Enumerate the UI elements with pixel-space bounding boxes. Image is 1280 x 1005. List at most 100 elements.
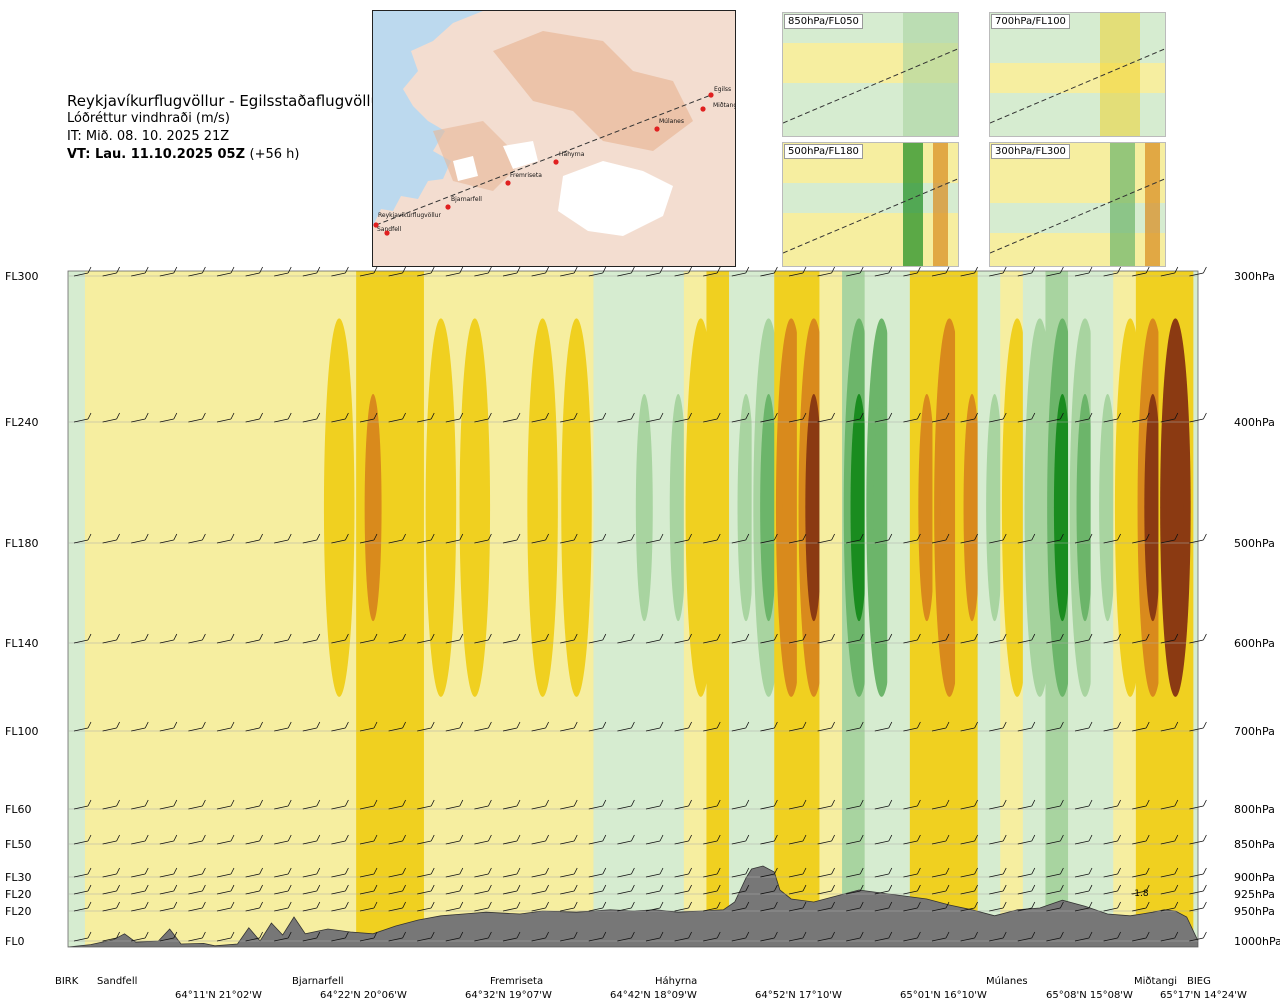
wind-barb [674, 937, 689, 942]
wind-barb-flag [1203, 721, 1207, 729]
wind-barb-flag [602, 799, 607, 807]
wind-barb-flag [345, 901, 349, 909]
wind-barb [188, 418, 203, 423]
wind-barb [731, 840, 746, 845]
wind-barb-flag [945, 901, 950, 909]
wind-barb-flag [87, 901, 92, 909]
wind-barb-flag [488, 721, 492, 729]
wind-barb [1074, 805, 1090, 810]
wind-barb [216, 539, 232, 544]
wind-barb [674, 639, 689, 644]
wind-barb [874, 890, 889, 895]
vv-core-inner [760, 394, 778, 622]
wind-barb [1132, 840, 1147, 845]
wind-barb-flag [888, 412, 893, 420]
wind-barb-flag [373, 412, 378, 420]
wind-barb [531, 727, 546, 732]
wind-barb-flag [745, 633, 750, 641]
annotation-label: -1.8 [1131, 889, 1149, 899]
wind-barb-flag [917, 901, 921, 909]
wind-barb-flag [402, 884, 406, 892]
wind-barb-flag [774, 633, 778, 641]
wind-barb-flag [1203, 633, 1207, 641]
wind-barb [159, 890, 174, 895]
wind-barb [731, 805, 746, 810]
map-point-label: Sandfell [377, 226, 402, 233]
wind-barb-flag [1203, 931, 1207, 939]
vv-column [118, 271, 154, 947]
wind-barb-flag [259, 867, 263, 875]
wind-barb-flag [1174, 799, 1179, 807]
wind-barb [417, 272, 432, 277]
wind-barb [331, 727, 346, 732]
wind-barb-flag [230, 633, 235, 641]
wind-barb-flag [1002, 834, 1007, 842]
wind-barb-flag [1174, 834, 1179, 842]
wind-barb-flag [488, 266, 492, 274]
wind-barb-flag [573, 799, 578, 807]
wind-barb-flag [688, 799, 692, 807]
wind-barb-flag [202, 533, 206, 541]
wind-barb [788, 840, 804, 845]
wind-barb-flag [345, 834, 349, 842]
wind-barb-flag [202, 412, 206, 420]
wind-barb [388, 805, 403, 810]
wind-barb [188, 805, 203, 810]
wind-barb [274, 840, 289, 845]
wind-barb [846, 890, 861, 895]
vv-core-inner [1099, 394, 1117, 622]
wind-barb-flag [516, 799, 521, 807]
wind-barb [903, 873, 918, 878]
wind-barb [1189, 840, 1204, 845]
wind-barb-flag [802, 266, 807, 274]
wind-barb [245, 907, 260, 912]
wind-barb [73, 418, 89, 423]
wind-barb [960, 418, 975, 423]
wind-barb-flag [716, 931, 721, 939]
wind-barb-flag [802, 721, 807, 729]
wind-barb-flag [345, 721, 349, 729]
wind-barb [188, 727, 203, 732]
wind-barb-flag [402, 533, 406, 541]
wind-barb [560, 805, 575, 810]
wind-barb-flag [774, 884, 778, 892]
wind-barb [817, 840, 832, 845]
wind-barb [245, 937, 260, 942]
wind-barb-flag [1031, 266, 1036, 274]
wind-barb-flag [1117, 931, 1121, 939]
wind-barb-flag [230, 721, 235, 729]
wind-barb [788, 539, 804, 544]
wind-barb [73, 937, 89, 942]
wind-barb [931, 272, 947, 277]
wind-barb [817, 272, 832, 277]
wind-barb [359, 937, 375, 942]
wind-barb [731, 639, 746, 644]
wind-barb-flag [659, 931, 664, 939]
wind-barb [989, 418, 1004, 423]
wind-barb-flag [259, 884, 263, 892]
wind-barb [960, 727, 975, 732]
wind-barb-flag [116, 799, 120, 807]
wind-barb [131, 873, 146, 878]
wind-barb-flag [430, 721, 435, 729]
wind-barb-flag [774, 533, 778, 541]
wind-barb-flag [1145, 834, 1150, 842]
wind-barb [1189, 907, 1204, 912]
wind-barb-flag [402, 266, 406, 274]
map-point [505, 180, 511, 186]
wind-barb [302, 937, 317, 942]
wind-barb-flag [1002, 901, 1007, 909]
wind-barb-flag [516, 884, 521, 892]
wind-barb [274, 639, 289, 644]
wind-barb [417, 727, 432, 732]
vv-core-inner [364, 394, 382, 622]
wind-barb [188, 890, 203, 895]
wind-barb-flag [545, 901, 549, 909]
variable-label: Lóðréttur vindhraði (m/s) [67, 111, 230, 126]
wind-barb [1189, 272, 1204, 277]
wind-barb-flag [745, 884, 750, 892]
wind-barb-flag [373, 799, 378, 807]
wind-barb [874, 840, 889, 845]
wind-barb-flag [631, 266, 635, 274]
wind-barb [474, 539, 489, 544]
